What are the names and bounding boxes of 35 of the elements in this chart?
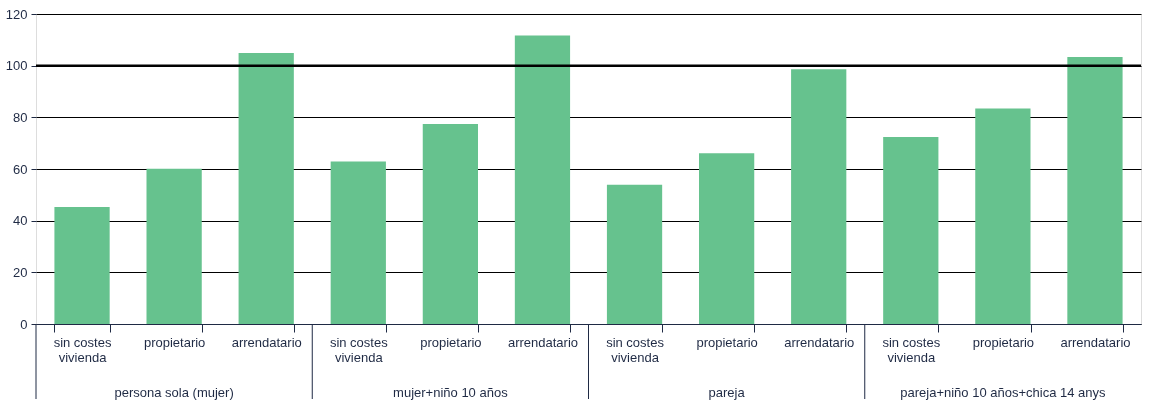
x-tick-label: sin costes vivienda [606,334,665,365]
text: mujer+niño 10 años [393,385,509,400]
x-tick-label: arrendatario [507,334,579,350]
bar [975,108,1031,324]
y-tick-label: 0 [20,316,28,332]
y-tick-label: 20 [13,264,28,280]
x-tick-label: arrendatario [231,334,302,350]
x-tick-label: sin costes vivienda [53,334,112,365]
x-tick-label: sin costes vivienda [882,334,941,365]
bar [791,69,847,324]
bar [883,136,939,324]
bar [606,184,663,324]
bar [54,206,110,324]
x-tick-label: propietario [420,334,482,350]
x-tick-label: arrendatario [784,334,855,350]
bar [146,168,202,324]
y-tick-label: 40 [13,213,28,229]
bar [699,153,755,324]
x-tick-label: propietario [143,334,206,350]
x-tick-label: sin costes vivienda [329,334,389,365]
x-tick-label: propietario [972,334,1035,350]
y-tick-label: 60 [13,161,28,177]
text: pareja [708,385,746,400]
y-tick-label: 100 [5,58,28,74]
text: pareja+niño 10 años+chica 14 anys [900,385,1107,400]
x-tick-label: arrendatario [1060,334,1131,350]
text: persona sola (mujer) [114,385,234,400]
bar [422,124,478,324]
bar [238,53,294,324]
x-tick-label: propietario [696,334,758,350]
bar [330,161,386,324]
bar [514,35,571,324]
bar [1067,56,1123,324]
y-tick-label: 120 [5,6,28,22]
y-tick-label: 80 [13,109,28,125]
